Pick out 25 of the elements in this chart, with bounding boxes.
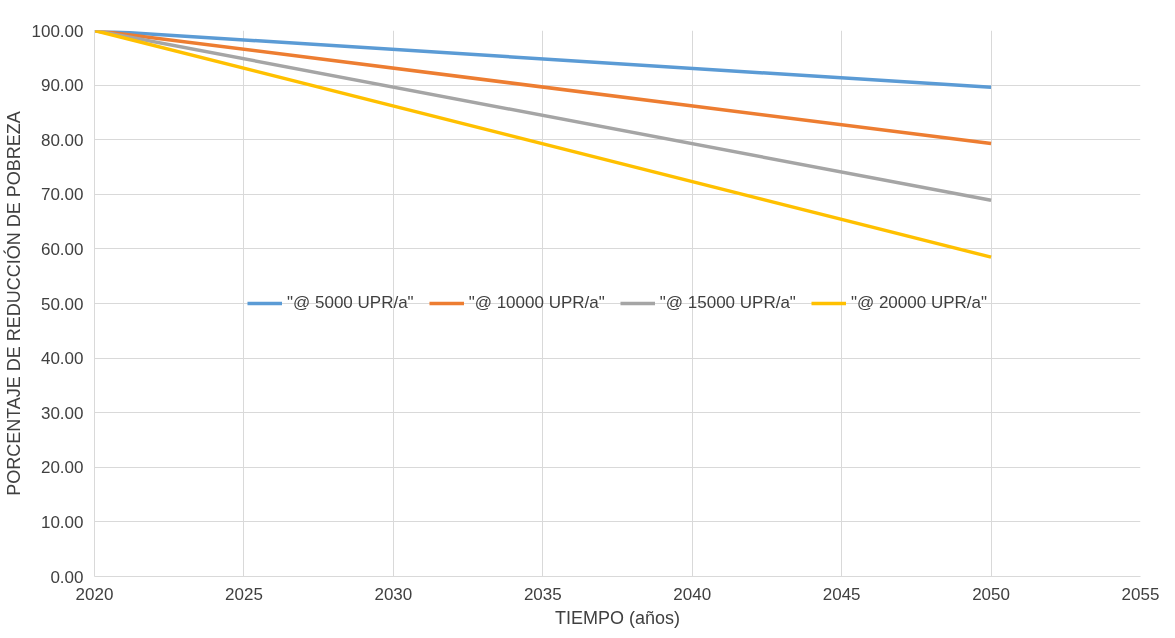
x-tick-label: 2040 (673, 584, 712, 604)
y-tick-label: 0.00 (50, 567, 84, 587)
legend-label: "@ 20000 UPR/a" (850, 293, 988, 313)
x-tick-label: 2050 (972, 584, 1010, 604)
y-tick-label: 40.00 (40, 349, 84, 369)
y-tick-label: 50.00 (40, 294, 84, 314)
y-tick-label: 90.00 (40, 76, 84, 96)
y-tick-label: 70.00 (40, 185, 84, 205)
x-tick-label: 2045 (822, 584, 861, 604)
x-axis-title: TIEMPO (años) (554, 607, 681, 628)
y-tick-label: 30.00 (40, 403, 84, 423)
legend-label: "@ 15000 UPR/a" (659, 293, 796, 313)
x-tick-label: 2020 (75, 584, 114, 604)
x-tick-label: 2025 (225, 584, 263, 604)
x-tick-label: 2030 (374, 584, 413, 604)
y-tick-label: 100.00 (31, 21, 84, 41)
x-tick-label: 2035 (523, 584, 562, 604)
y-tick-label: 60.00 (40, 239, 84, 259)
y-tick-label: 20.00 (40, 458, 84, 478)
legend-label: "@ 5000 UPR/a" (286, 293, 414, 313)
x-tick-label: 2055 (1121, 584, 1160, 604)
y-axis-title: PORCENTAJE DE REDUCCIÓN DE POBREZA (2, 111, 24, 496)
y-tick-label: 10.00 (40, 512, 84, 532)
y-tick-label: 80.00 (40, 130, 84, 150)
legend-label: "@ 10000 UPR/a" (468, 293, 605, 313)
